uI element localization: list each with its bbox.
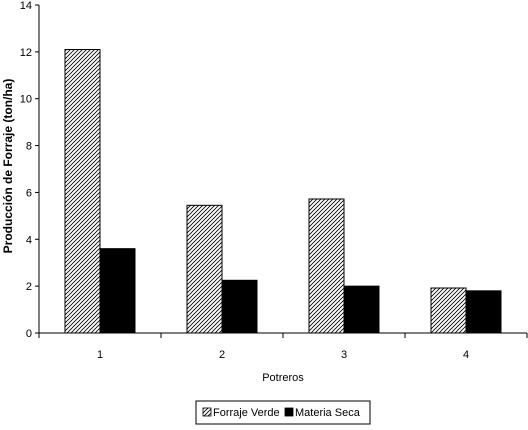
legend-label-materia-seca: Materia Seca [295, 407, 361, 419]
y-tick-label: 2 [26, 281, 32, 293]
legend-swatch-forraje-verde [202, 407, 212, 417]
x-tick-label: 2 [219, 349, 225, 361]
bars-group [64, 49, 502, 334]
y-tick-label: 8 [26, 141, 32, 153]
bar-materia-seca [221, 279, 258, 334]
y-tick-label: 4 [26, 234, 32, 246]
y-tick-label: 0 [26, 328, 32, 340]
bar-forraje-verde [64, 49, 101, 334]
x-axis-title: Potreros [262, 372, 304, 384]
y-tick-label: 6 [26, 187, 32, 199]
bar-forraje-verde [430, 287, 467, 334]
y-axis-title: Producción de Forraje (ton/ha) [1, 79, 15, 254]
legend-label-forraje-verde: Forraje Verde [213, 407, 280, 419]
x-tick-label: 1 [97, 349, 103, 361]
y-tick-label: 10 [20, 94, 32, 106]
bar-forraje-verde [308, 198, 345, 334]
x-tick-label: 4 [463, 349, 469, 361]
y-tick-label: 12 [20, 47, 32, 59]
bar-materia-seca [99, 248, 136, 334]
x-tick-label: 3 [341, 349, 347, 361]
bar-materia-seca [343, 285, 380, 334]
legend: Forraje Verde Materia Seca [195, 400, 371, 425]
y-tick-label: 14 [20, 0, 32, 12]
bar-materia-seca [465, 290, 502, 334]
legend-swatch-materia-seca [284, 407, 294, 417]
legend-frame [195, 400, 371, 425]
bar-forraje-verde [186, 204, 223, 334]
